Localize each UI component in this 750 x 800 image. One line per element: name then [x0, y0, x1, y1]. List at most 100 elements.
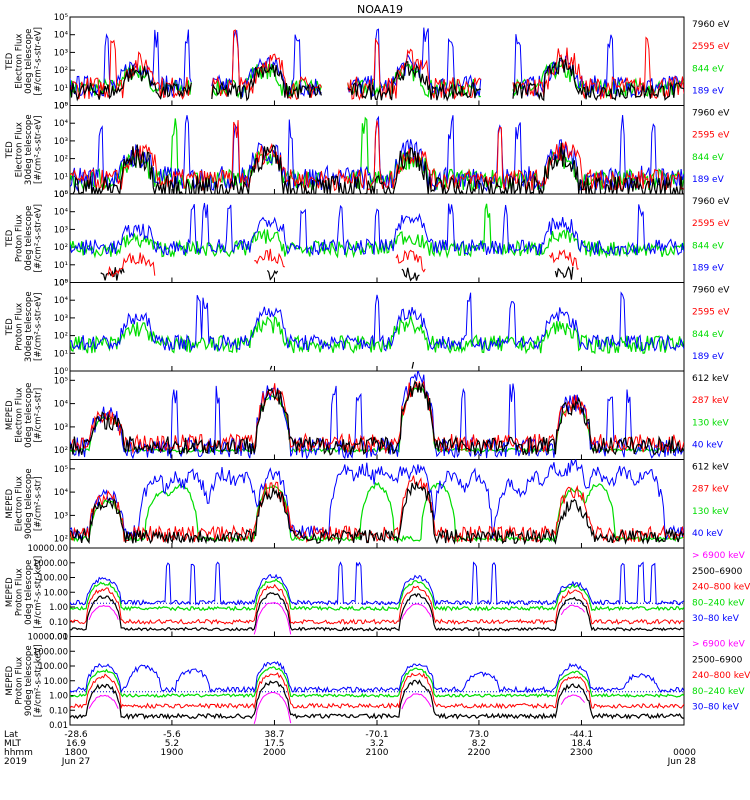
- series-red: [70, 672, 684, 710]
- x-tick-hhmm: 2100: [366, 748, 389, 758]
- y-axis-label-line: TED: [5, 318, 15, 337]
- figure-title: NOAA19: [357, 3, 403, 16]
- legend-entry: 7960 eV: [692, 197, 730, 207]
- y-axis-label-line: TED: [5, 229, 15, 248]
- y-axis-label-line: 90deg telescope: [24, 645, 34, 716]
- series-green: [70, 481, 684, 543]
- panel-ted-proton-30deg: 10⁰ 10¹ 10² 10³ 10⁴ 10⁵ TED Proton Flux 30deg te…: [5, 279, 730, 378]
- y-axis-label: MEPED Proton Flux 90deg telescope [#/cm²-s-…: [5, 644, 44, 717]
- series-black: [70, 679, 684, 720]
- x-tick-hhmm: 0000: [673, 748, 696, 758]
- x-row-label: MLT: [4, 739, 22, 749]
- x-tick-hhmm: 1800: [65, 748, 88, 758]
- x-tick-hhmm: 2200: [467, 748, 490, 758]
- y-axis-label: MEPED Proton Flux 0deg telescope [#/cm²-s-s…: [5, 556, 44, 629]
- series-green: [70, 578, 684, 612]
- y-tick-label: 1.00: [49, 692, 68, 702]
- panel-meped-proton-90deg: 0.010.101.0010.00100.001000.0010000.00ME…: [5, 633, 750, 732]
- series-group: [70, 291, 684, 370]
- y-axis-label-line: 0deg telescope: [24, 560, 34, 625]
- legend-entry: 844 eV: [692, 153, 725, 163]
- y-tick-label: 100.00: [38, 662, 68, 672]
- x-tick-mlt: 17.5: [264, 739, 284, 749]
- y-axis-label-line: 90deg telescope: [24, 468, 34, 539]
- y-tick-label: 10³: [54, 137, 68, 147]
- y-tick-label: 10⁵: [54, 465, 68, 475]
- y-tick-label: 10¹: [54, 349, 68, 359]
- y-axis-label-line: Electron Flux: [15, 388, 25, 443]
- legend-entry: 189 eV: [692, 352, 725, 362]
- y-axis-label-line: Proton Flux: [15, 657, 25, 705]
- legend-entry: 844 eV: [692, 241, 725, 251]
- y-tick-label: 10000.00: [27, 544, 68, 554]
- y-axis-label-line: Electron Flux: [15, 34, 25, 89]
- legend-entry: 612 keV: [692, 374, 729, 384]
- legend-entry: 130 keV: [692, 507, 729, 517]
- series-group: [70, 459, 684, 546]
- y-tick-label: 10⁵: [54, 279, 68, 289]
- y-axis-label-line: MEPED: [5, 488, 15, 518]
- y-axis-label-line: [#/cm²-s-str]: [34, 476, 44, 531]
- x-tick-date: Jun 27: [61, 757, 90, 767]
- y-tick-label: 1000.00: [33, 559, 68, 569]
- legend-entry: 287 keV: [692, 396, 729, 406]
- y-axis-label-line: TED: [5, 141, 15, 160]
- y-tick-label: 10⁴: [54, 296, 69, 306]
- x-tick-mlt: 5.2: [165, 739, 179, 749]
- series-black: [70, 57, 684, 102]
- legend-entry: 844 eV: [692, 64, 725, 74]
- y-tick-label: 10⁰: [54, 279, 69, 289]
- y-tick-label: 10²: [54, 155, 68, 165]
- legend-entry: 2500–6900: [692, 655, 743, 665]
- legend-entry: 287 keV: [692, 485, 729, 495]
- series-group: [70, 561, 684, 635]
- y-tick-label: 10²: [54, 332, 68, 342]
- y-tick-label: 10⁴: [54, 31, 69, 41]
- y-tick-label: 10³: [54, 314, 68, 324]
- legend-entry: 2500–6900: [692, 567, 743, 577]
- y-axis-label-line: Electron Flux: [15, 476, 25, 531]
- panel-meped-electron-90deg: 10² 10³ 10⁴ 10⁵ MEPED Electron Flux 90deg tele…: [5, 459, 729, 549]
- y-tick-label: 1000.00: [33, 647, 68, 657]
- y-axis-label: MEPED Electron Flux 0deg telescope [#/cm²-s…: [5, 383, 44, 448]
- legend-entry: 240–800 keV: [692, 671, 750, 681]
- x-tick-lat: 38.7: [264, 730, 284, 740]
- series-red: [107, 248, 579, 278]
- y-axis-label-line: [#/cm²-s-str-eV]: [34, 293, 44, 361]
- y-axis-label-line: 0deg telescope: [24, 29, 34, 94]
- series-green: [70, 666, 684, 699]
- y-axis-label-line: Proton Flux: [15, 214, 25, 262]
- y-tick-label: 10³: [54, 48, 68, 58]
- legend-entry: 189 eV: [692, 175, 725, 185]
- y-tick-label: 1.00: [49, 603, 68, 613]
- y-axis-label-line: 0deg telescope: [24, 206, 34, 271]
- y-axis-label-line: [#/cm²-s-str-keV]: [34, 556, 44, 629]
- x-tick-hhmm: 2300: [570, 748, 593, 758]
- panel-ted-electron-30deg: 10⁰ 10¹ 10² 10³ 10⁴ 10⁵ TED Electron Flux 30deg …: [5, 102, 730, 201]
- y-tick-label: 10¹: [54, 261, 68, 271]
- series-group: [70, 660, 684, 724]
- y-axis-label: TED Electron Flux 30deg telescope [#/cm²-s-…: [5, 114, 44, 185]
- y-tick-label: 0.01: [49, 721, 68, 731]
- x-tick-lat: 73.0: [469, 730, 489, 740]
- y-tick-label: 10.00: [44, 677, 68, 687]
- y-tick-label: 0.10: [49, 618, 68, 628]
- x-row-label: 2019: [4, 757, 27, 767]
- legend-entry: > 6900 keV: [692, 640, 746, 650]
- y-axis-label-line: [#/cm²-s-str-keV]: [34, 644, 44, 717]
- series-blue: [70, 459, 684, 541]
- y-tick-label: 10²: [54, 535, 68, 545]
- y-axis-label-line: [#/cm²-s-str-eV]: [34, 116, 44, 184]
- legend-entry: 40 keV: [692, 440, 724, 450]
- series-red: [70, 120, 684, 192]
- series-magenta: [88, 601, 586, 635]
- y-axis-label-line: Proton Flux: [15, 303, 25, 351]
- panel-meped-electron-0deg: 10² 10³ 10⁴ 10⁵ MEPED Electron Flux 0deg teles…: [5, 370, 729, 460]
- x-tick-mlt: 16.9: [66, 739, 86, 749]
- y-axis-label-line: MEPED: [5, 665, 15, 695]
- y-axis-label: TED Proton Flux 0deg telescope [#/cm²-s-str…: [5, 204, 44, 272]
- series-blue: [70, 291, 684, 352]
- y-tick-label: 10¹: [54, 84, 68, 94]
